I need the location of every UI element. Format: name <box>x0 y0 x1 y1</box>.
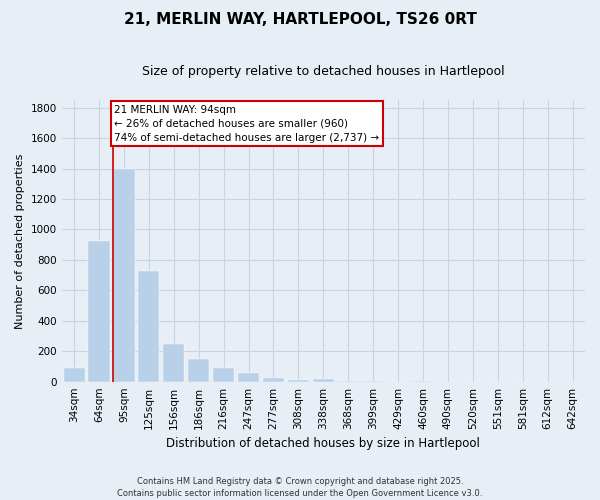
Bar <box>88 241 110 382</box>
X-axis label: Distribution of detached houses by size in Hartlepool: Distribution of detached houses by size … <box>166 437 480 450</box>
Bar <box>163 344 184 382</box>
Bar <box>188 359 209 382</box>
Bar <box>213 368 234 382</box>
Bar <box>313 378 334 382</box>
Title: Size of property relative to detached houses in Hartlepool: Size of property relative to detached ho… <box>142 65 505 78</box>
Bar <box>288 380 309 382</box>
Bar <box>263 378 284 382</box>
Text: 21 MERLIN WAY: 94sqm
← 26% of detached houses are smaller (960)
74% of semi-deta: 21 MERLIN WAY: 94sqm ← 26% of detached h… <box>115 104 380 142</box>
Bar <box>138 270 160 382</box>
Bar <box>338 381 359 382</box>
Bar <box>113 168 134 382</box>
Bar <box>238 374 259 382</box>
Bar <box>412 381 434 382</box>
Bar <box>64 368 85 382</box>
Text: 21, MERLIN WAY, HARTLEPOOL, TS26 0RT: 21, MERLIN WAY, HARTLEPOOL, TS26 0RT <box>124 12 476 28</box>
Bar <box>362 381 384 382</box>
Text: Contains HM Land Registry data © Crown copyright and database right 2025.
Contai: Contains HM Land Registry data © Crown c… <box>118 476 482 498</box>
Y-axis label: Number of detached properties: Number of detached properties <box>15 153 25 328</box>
